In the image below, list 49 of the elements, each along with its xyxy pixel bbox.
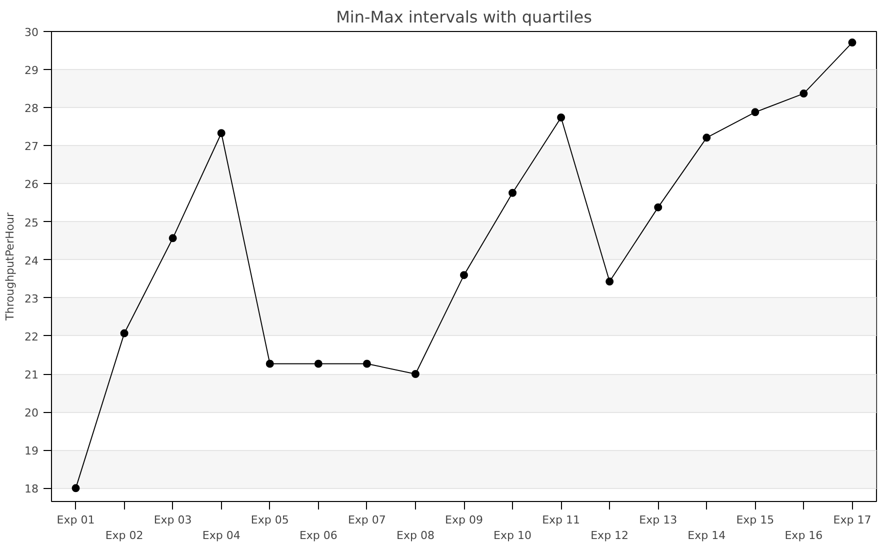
point (606, 278, 614, 286)
point (654, 203, 662, 212)
point (508, 188, 517, 197)
point (362, 360, 371, 368)
x-tick-label: Exp 02 (105, 529, 144, 542)
y-tick-label: 19 (24, 444, 39, 458)
point (217, 129, 226, 138)
x-tick-label: Exp 04 (202, 529, 240, 542)
y-tick-label: 24 (24, 254, 39, 268)
x-tick-label: Exp 05 (250, 514, 289, 526)
y-tick-label: 20 (24, 406, 39, 420)
point (120, 329, 128, 338)
y-tick-label: 30 (24, 26, 39, 39)
y-tick-label: 26 (24, 178, 39, 192)
point (557, 114, 566, 122)
x-tick-label: Exp 08 (396, 529, 434, 542)
point (702, 134, 711, 142)
x-tick-label: Exp 03 (154, 514, 192, 526)
chart-title: Min-Max intervals with quartiles (336, 8, 592, 26)
point (800, 90, 808, 98)
x-tick-label: Exp 14 (688, 529, 726, 542)
y-tick-label: 22 (24, 330, 39, 344)
y-axis-title: ThroughputPerHour (4, 212, 17, 322)
point (411, 370, 420, 378)
x-tick-label: Exp 16 (784, 529, 823, 542)
point (751, 108, 760, 116)
y-tick-label: 25 (24, 216, 39, 230)
y-tick-label: 21 (24, 368, 39, 382)
x-tick-label: Exp 13 (639, 514, 678, 526)
y-tick-label: 29 (24, 64, 39, 78)
y-tick-label: 28 (24, 102, 39, 116)
point (314, 360, 322, 368)
x-tick-label: Exp 06 (299, 529, 338, 542)
x-tick-label: Exp 11 (542, 514, 580, 526)
point (460, 271, 468, 280)
point (168, 234, 177, 242)
x-tick-label: Exp 15 (736, 514, 774, 526)
x-tick-label: Exp 17 (833, 514, 872, 526)
x-tick-label: Exp 07 (348, 514, 386, 526)
point (848, 38, 856, 47)
x-tick-label: Exp 01 (56, 514, 95, 526)
x-tick-label: Exp 10 (494, 529, 532, 542)
x-tick-label: Exp 12 (590, 529, 629, 542)
y-tick-label: 18 (24, 482, 39, 496)
point (266, 360, 274, 368)
y-tick-label: 23 (24, 292, 39, 306)
point (72, 484, 80, 492)
x-tick-label: Exp 09 (445, 514, 483, 526)
y-tick-label: 27 (24, 140, 39, 154)
